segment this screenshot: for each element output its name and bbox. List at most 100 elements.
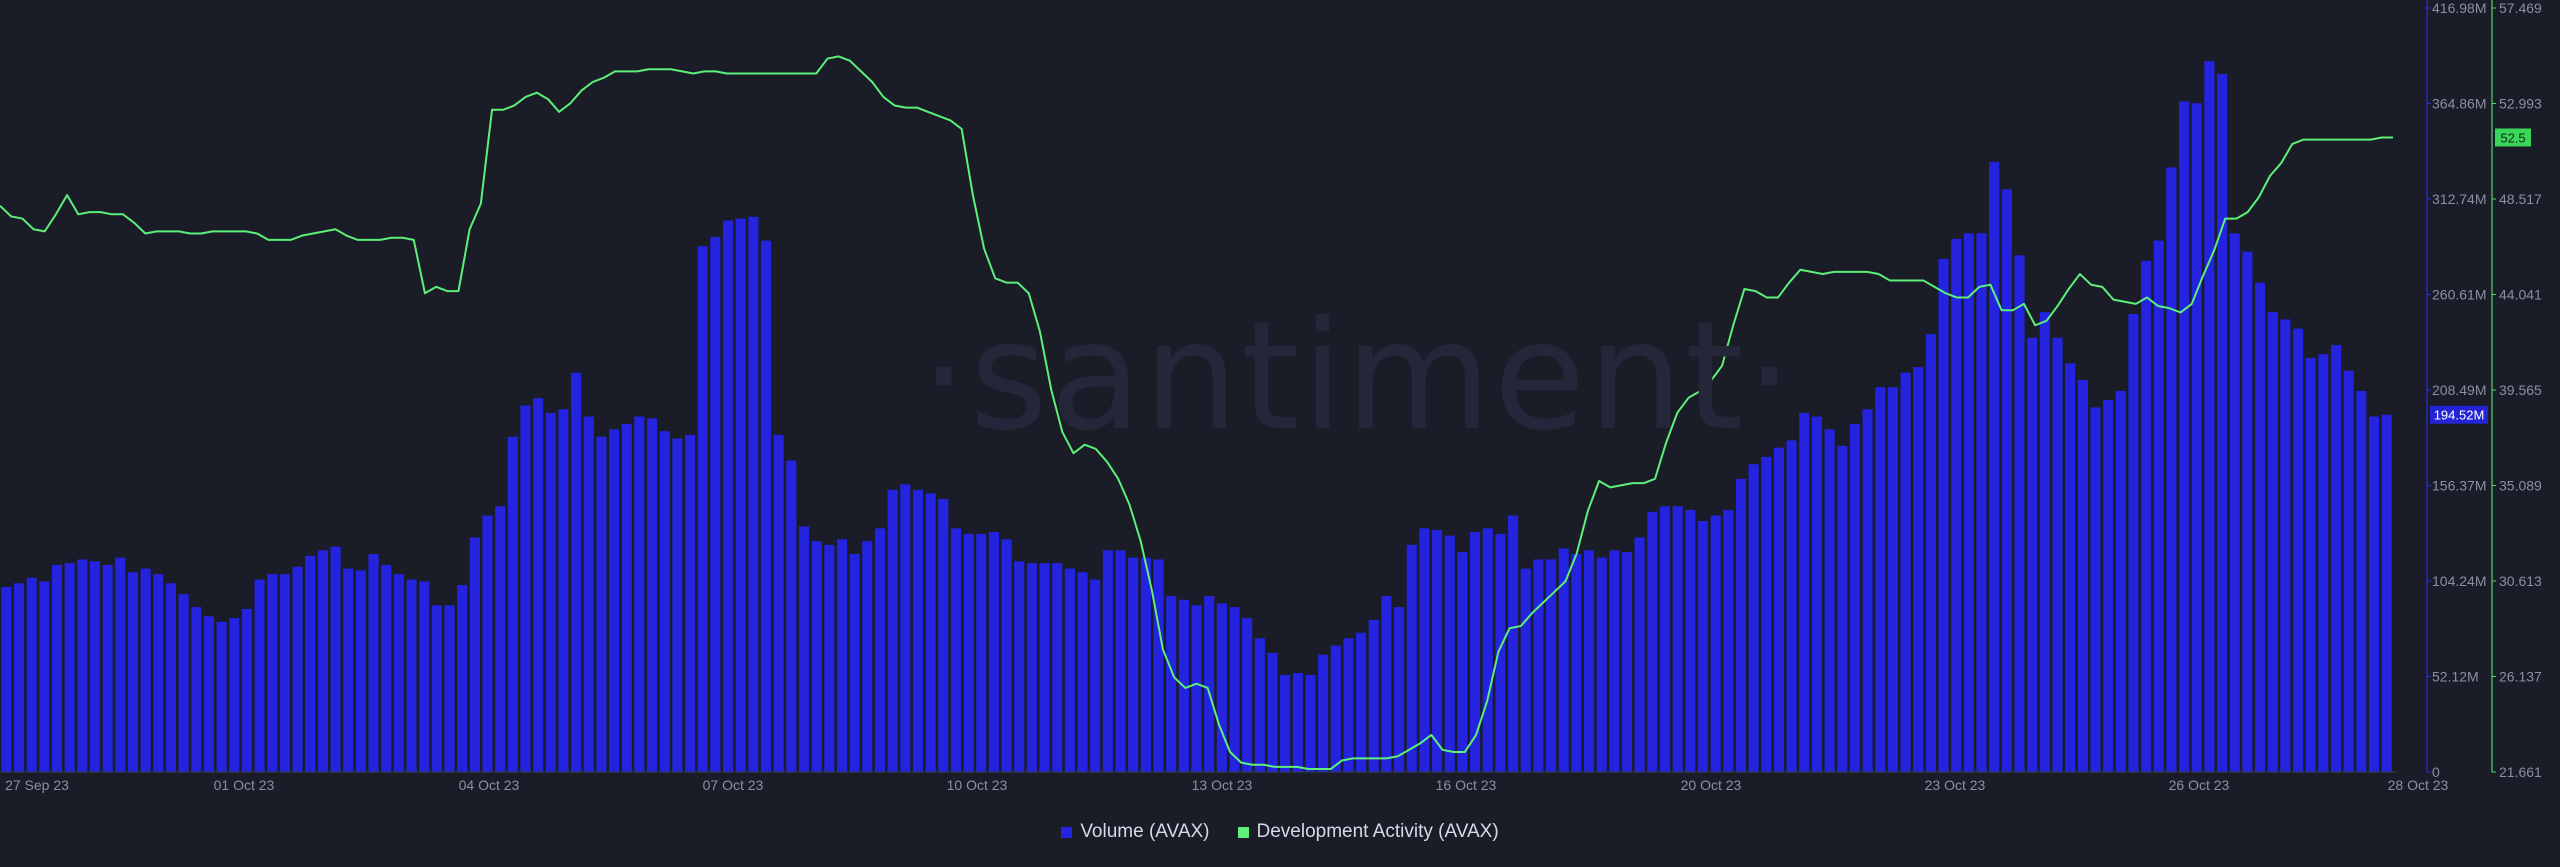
- left-axis-tick-label: 364.86M: [2432, 96, 2486, 112]
- volume-bar: [583, 416, 594, 772]
- volume-bar: [1001, 539, 1012, 772]
- volume-bar: [621, 423, 632, 772]
- volume-bar: [1685, 509, 1696, 772]
- volume-bar: [2267, 312, 2278, 772]
- volume-bar: [2065, 363, 2076, 772]
- volume-bar: [2077, 379, 2088, 772]
- volume-bar: [2128, 313, 2139, 772]
- volume-bar: [849, 553, 860, 772]
- volume-bar: [355, 570, 366, 772]
- volume-bar: [735, 218, 746, 773]
- volume-bar: [1710, 515, 1721, 772]
- volume-bar: [1659, 506, 1671, 772]
- volume-bar: [1242, 618, 1253, 772]
- volume-bar: [1583, 550, 1595, 772]
- volume-bar: [482, 515, 493, 772]
- volume-bar: [127, 572, 139, 772]
- left-axis-tick-label: 156.37M: [2432, 478, 2486, 494]
- volume-bar: [317, 550, 328, 772]
- volume-bar: [1267, 652, 1278, 772]
- volume-bar: [2292, 328, 2304, 772]
- volume-bar: [659, 431, 670, 772]
- right-axis-tick-label: 48.517: [2499, 191, 2542, 207]
- volume-bar: [89, 561, 101, 772]
- volume-bar: [1482, 528, 1493, 772]
- volume-bar: [406, 579, 417, 772]
- right-axis-tick-label: 26.137: [2499, 669, 2542, 685]
- volume-bar: [292, 566, 303, 772]
- legend: Volume (AVAX) Development Activity (AVAX…: [0, 821, 2560, 843]
- volume-bar: [115, 557, 126, 772]
- volume-bar: [1102, 550, 1113, 772]
- volume-bar: [77, 559, 88, 772]
- volume-bar: [1343, 638, 1354, 772]
- volume-swatch: [1061, 826, 1073, 838]
- volume-bar: [178, 594, 189, 772]
- volume-bar: [1216, 603, 1227, 772]
- x-axis-tick-label: 26 Oct 23: [2169, 777, 2230, 793]
- volume-bar: [1, 586, 12, 772]
- volume-bar: [647, 418, 658, 772]
- volume-bar: [2343, 370, 2354, 772]
- volume-bar: [1204, 596, 1215, 772]
- volume-bar: [2115, 390, 2126, 772]
- x-axis-tick-label: 23 Oct 23: [1925, 777, 1986, 793]
- volume-bar: [1596, 557, 1607, 772]
- volume-bar: [963, 533, 974, 772]
- volume-bar: [469, 537, 480, 772]
- volume-bar: [2318, 354, 2329, 772]
- left-axis-tick-label: 52.12M: [2432, 669, 2479, 685]
- volume-bar: [153, 574, 164, 772]
- volume-bar: [862, 541, 873, 772]
- volume-bar: [1090, 579, 1101, 772]
- volume-bar: [229, 618, 240, 772]
- legend-item-volume[interactable]: Volume (AVAX): [1061, 821, 1210, 843]
- volume-bar: [798, 526, 810, 772]
- volume-bar: [254, 579, 265, 772]
- volume-bar: [2166, 167, 2177, 772]
- right-axis-tick-label: 44.041: [2499, 287, 2542, 303]
- volume-bar: [2027, 337, 2038, 772]
- volume-bar: [634, 416, 645, 772]
- volume-bar: [571, 372, 582, 772]
- volume-bar: [2153, 240, 2164, 772]
- volume-bar: [2280, 319, 2291, 772]
- volume-bar: [545, 412, 556, 772]
- volume-bar: [1951, 238, 1962, 772]
- volume-bar: [1507, 515, 1519, 772]
- volume-bar: [1837, 445, 1848, 772]
- volume-bar: [1824, 429, 1835, 772]
- volume-bar: [1495, 533, 1506, 772]
- volume-bar: [1166, 596, 1177, 772]
- volume-bar: [1913, 367, 1924, 772]
- volume-bar: [2305, 357, 2316, 772]
- legend-item-dev[interactable]: Development Activity (AVAX): [1237, 821, 1499, 843]
- volume-bar: [2090, 407, 2101, 772]
- left-axis-tick-label: 312.74M: [2432, 191, 2486, 207]
- volume-bar: [507, 436, 518, 772]
- volume-bar: [2356, 390, 2367, 772]
- volume-bar: [1697, 520, 1709, 772]
- volume-bar: [1140, 557, 1151, 772]
- volume-bar: [836, 539, 848, 772]
- volume-bar: [1444, 535, 1455, 772]
- volume-bar: [1229, 607, 1240, 772]
- volume-bar: [887, 489, 898, 772]
- volume-bar: [824, 544, 835, 772]
- volume-bar: [1128, 557, 1139, 772]
- volume-bar: [165, 583, 176, 772]
- volume-last-value-badge: [2430, 405, 2488, 424]
- x-axis-tick-label: 13 Oct 23: [1192, 777, 1253, 793]
- volume-bar: [216, 621, 227, 772]
- volume-bar: [2001, 189, 2012, 773]
- volume-bar: [1723, 509, 1734, 772]
- volume-bar: [1963, 233, 1974, 772]
- volume-bar: [2103, 400, 2114, 772]
- volume-bar: [925, 493, 936, 772]
- volume-bar: [2229, 233, 2240, 772]
- volume-bar: [1039, 563, 1050, 772]
- volume-bar: [1887, 387, 1898, 772]
- volume-bar: [773, 434, 784, 772]
- dev-last-value-label: 52.5: [2500, 130, 2525, 145]
